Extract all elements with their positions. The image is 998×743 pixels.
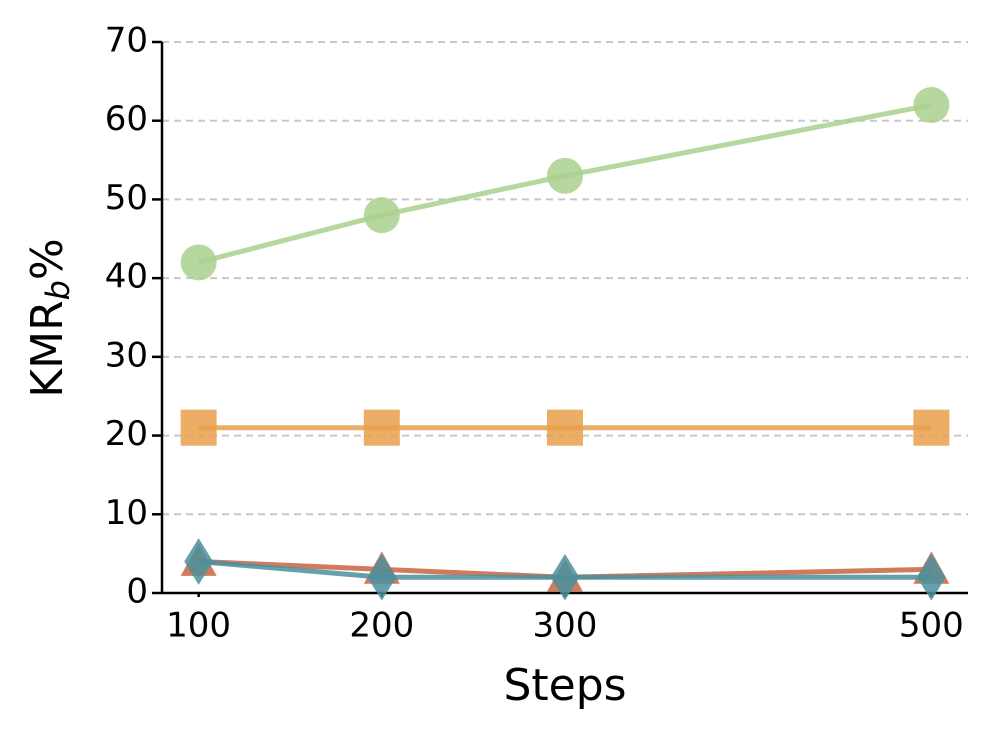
y-tick-label: 50 — [105, 178, 148, 218]
marker — [184, 538, 214, 585]
x-tick-label: 200 — [349, 606, 414, 646]
x-tick-label: 500 — [899, 606, 964, 646]
series-line — [198, 102, 932, 265]
marker — [180, 409, 217, 446]
y-tick-label: 40 — [105, 257, 148, 297]
marker — [547, 409, 583, 446]
y-label-main: KMR — [22, 300, 73, 397]
marker — [180, 244, 217, 281]
marker — [363, 197, 400, 234]
y-tick-label: 60 — [105, 99, 148, 139]
y-label-sub: b — [39, 280, 77, 300]
x-axis-label: Steps — [503, 660, 626, 711]
x-tick-label: 100 — [166, 606, 231, 646]
y-tick-label: 30 — [105, 335, 148, 375]
y-label-suffix: % — [22, 238, 73, 280]
y-tick-label: 70 — [105, 21, 148, 61]
y-tick-label: 20 — [105, 414, 148, 454]
y-axis-label: KMRb% — [22, 238, 77, 398]
y-tick-label: 10 — [105, 493, 148, 533]
marker — [547, 157, 583, 194]
marker — [913, 86, 950, 123]
series-line — [198, 559, 932, 580]
marker — [367, 553, 397, 601]
series-line — [198, 559, 932, 580]
marker — [550, 553, 580, 601]
marker — [913, 409, 950, 446]
y-tick-label: 0 — [126, 572, 148, 612]
marker — [916, 553, 946, 601]
x-tick-label: 300 — [533, 606, 598, 646]
marker — [363, 409, 400, 446]
